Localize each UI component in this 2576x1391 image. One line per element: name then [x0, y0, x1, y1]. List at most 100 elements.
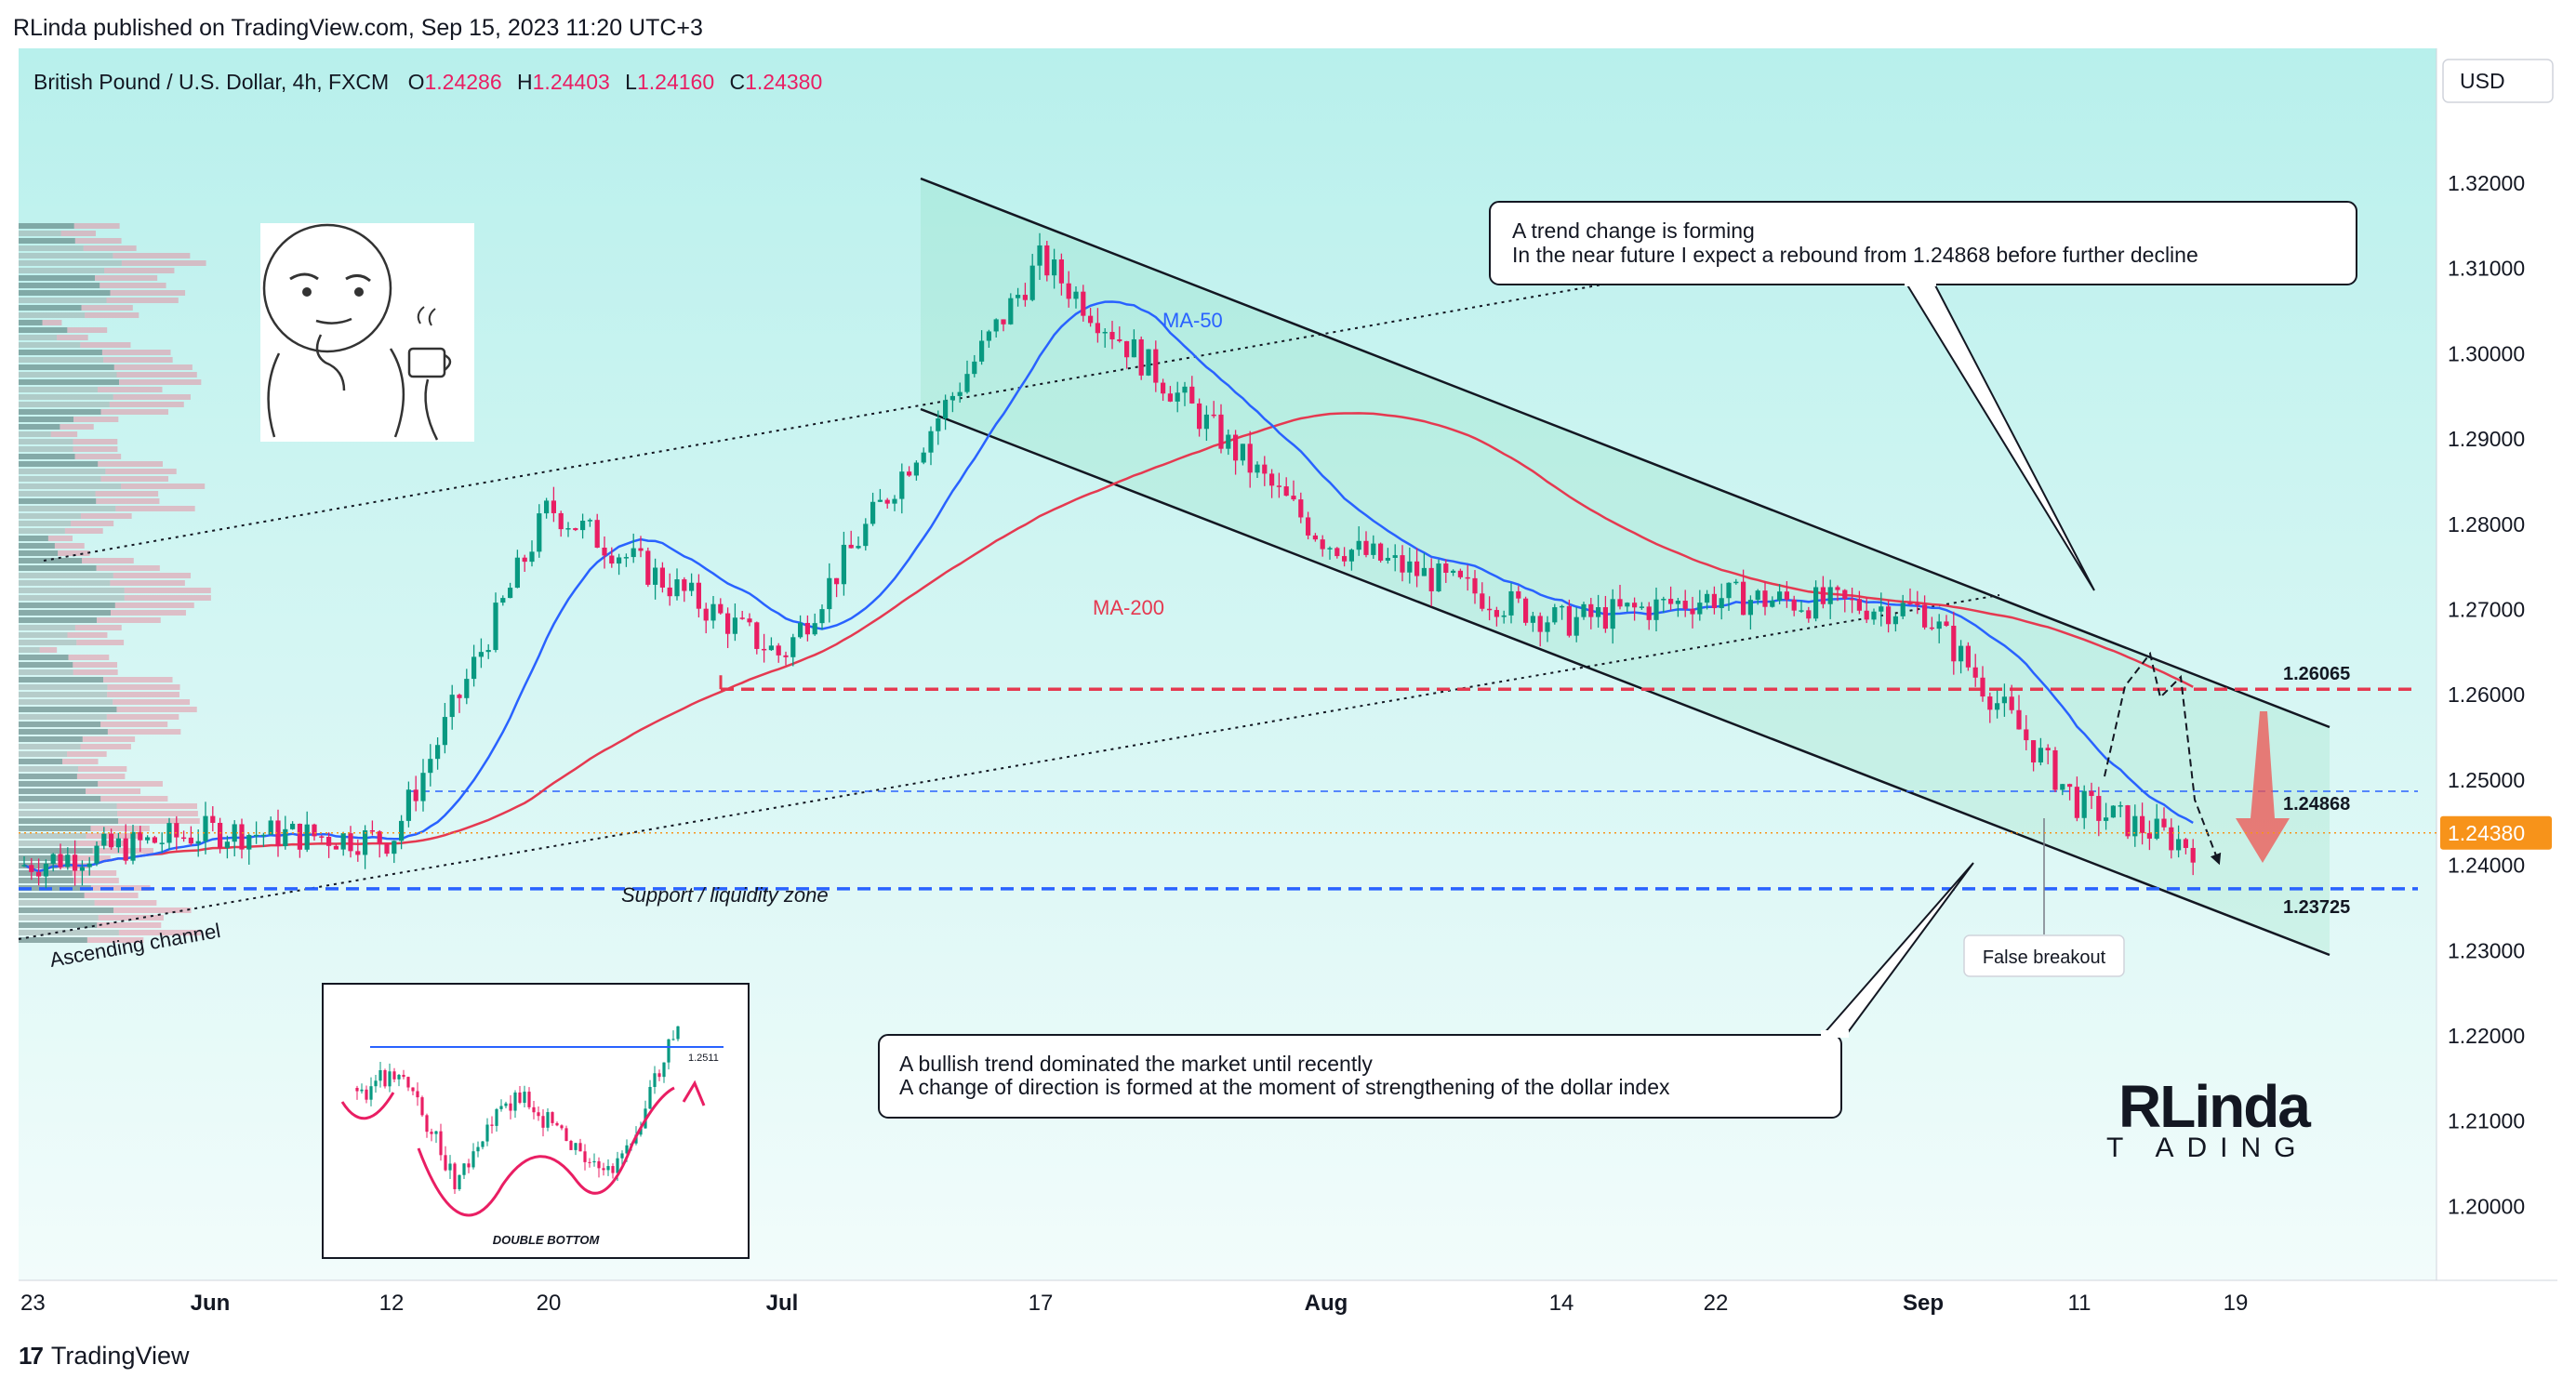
- candle-body: [442, 717, 447, 746]
- candle-body: [1747, 600, 1753, 616]
- double-bottom-inset: 1.2511 DOUBLE BOTTOM: [322, 983, 750, 1259]
- candle-body: [812, 623, 817, 635]
- y-tick-label: 1.30000: [2448, 341, 2525, 365]
- candle-body: [471, 656, 477, 680]
- candle-body: [1109, 331, 1115, 339]
- candle-body: [1138, 338, 1144, 376]
- candle-body: [1334, 548, 1340, 557]
- candle-body: [333, 845, 339, 850]
- candle-body: [1291, 496, 1296, 500]
- candle-body: [2081, 790, 2087, 818]
- candle-body: [275, 820, 281, 847]
- candle-body: [348, 833, 353, 852]
- candle-body: [1929, 627, 1934, 629]
- candle-body: [43, 863, 48, 877]
- candle-body: [130, 831, 136, 861]
- candle-body: [573, 528, 578, 531]
- candle-body: [1189, 386, 1195, 404]
- candle-body: [203, 815, 208, 841]
- candle-body: [478, 652, 484, 657]
- candle-body: [623, 557, 629, 559]
- candle-body: [747, 618, 752, 623]
- candle-body: [1414, 561, 1420, 576]
- candle-body: [1146, 349, 1151, 376]
- candle-body: [1711, 593, 1717, 609]
- down-arrow-icon: [2236, 711, 2290, 863]
- candle-body: [1044, 245, 1050, 276]
- y-tick-label: 1.25000: [2448, 768, 2525, 792]
- candle-body: [181, 837, 187, 840]
- candle-body: [863, 523, 869, 547]
- tradingview-footer[interactable]: 17 TradingView: [19, 1342, 190, 1371]
- candle-body: [1066, 283, 1071, 299]
- candle-body: [1276, 485, 1281, 487]
- ma-50-label: MA-50: [1162, 309, 1223, 332]
- candle-body: [2024, 729, 2029, 741]
- candle-body: [369, 829, 375, 832]
- candle-body: [1378, 543, 1384, 561]
- candle-body: [1850, 598, 1855, 601]
- candle-body: [631, 548, 636, 558]
- y-tick-label: 1.23000: [2448, 938, 2525, 962]
- candle-body: [907, 471, 912, 476]
- candle-body: [1494, 610, 1499, 617]
- candle-body: [1421, 567, 1427, 576]
- candle-body: [1799, 610, 1804, 612]
- candle-body: [1892, 616, 1898, 625]
- candle-body: [1965, 645, 1971, 668]
- candle-body: [1922, 604, 1928, 628]
- candle-body: [689, 582, 695, 591]
- candle-body: [979, 340, 985, 362]
- candle-body: [1029, 265, 1035, 300]
- candle-body: [798, 622, 803, 638]
- candle-body: [2045, 748, 2051, 750]
- candle-body: [848, 544, 854, 549]
- candle-body: [1124, 340, 1130, 358]
- candle-body: [1400, 555, 1405, 573]
- candle-body: [1465, 576, 1470, 579]
- candle-body: [1487, 608, 1493, 611]
- candle-body: [1864, 610, 1869, 620]
- candle-body: [1247, 444, 1253, 473]
- candle-body: [1312, 535, 1318, 540]
- candle-body: [645, 550, 651, 585]
- support-zone-label: Support / liquidity zone: [621, 883, 829, 907]
- candle-body: [1255, 464, 1260, 473]
- candle-body: [1900, 603, 1905, 616]
- candle-body: [377, 831, 382, 844]
- candle-body: [2118, 805, 2123, 807]
- candle-body: [790, 637, 796, 657]
- y-tick-label: 1.28000: [2448, 512, 2525, 537]
- candle-body: [1581, 603, 1587, 617]
- candle-body: [1936, 621, 1942, 629]
- candle-body: [1596, 607, 1601, 617]
- candle-body: [1008, 298, 1014, 325]
- candle-body: [1705, 593, 1710, 603]
- candle-body: [260, 834, 266, 837]
- candle-body: [913, 462, 919, 476]
- y-tick-label: 1.29000: [2448, 427, 2525, 451]
- currency-button[interactable]: USD: [2442, 59, 2554, 103]
- candle-body: [609, 555, 615, 564]
- candle-body: [739, 617, 745, 619]
- candle-body: [21, 865, 27, 867]
- last-price-value: 1.24380: [2448, 821, 2525, 845]
- candle-body: [1327, 548, 1333, 550]
- candle-body: [1639, 606, 1644, 608]
- candle-body: [457, 695, 462, 698]
- y-tick-label: 1.20000: [2448, 1194, 2525, 1218]
- candle-body: [1131, 338, 1136, 358]
- candle-body: [290, 823, 296, 829]
- candle-body: [594, 520, 600, 548]
- candle-body: [392, 841, 397, 854]
- candle-body: [1037, 245, 1042, 266]
- candle-body: [152, 837, 157, 843]
- candle-body: [783, 655, 789, 657]
- candle-body: [1516, 590, 1521, 599]
- candle-body: [2169, 827, 2174, 851]
- candle-body: [1451, 570, 1456, 574]
- candle-body: [1726, 582, 1732, 599]
- candle-body: [1117, 338, 1122, 341]
- candle-body: [1530, 616, 1535, 623]
